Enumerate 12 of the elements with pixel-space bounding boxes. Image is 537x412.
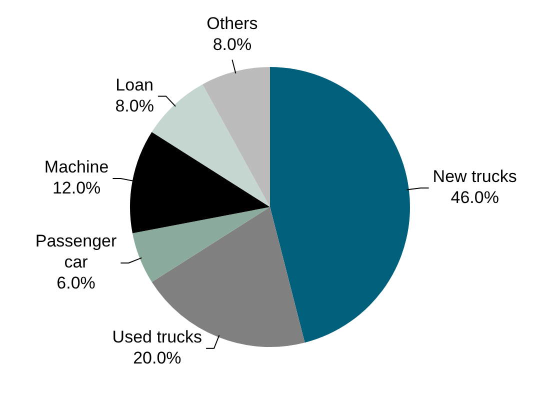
data-label: 6.0% — [56, 274, 96, 293]
slice-label: Machine — [44, 158, 109, 177]
data-label: 20.0% — [133, 348, 182, 368]
data-label: 8.0% — [212, 34, 252, 54]
slice-label: Loan — [116, 75, 154, 94]
data-label: 46.0% — [450, 188, 499, 208]
slice-label: Others — [206, 14, 258, 33]
data-label: 8.0% — [115, 96, 154, 116]
slice-label: Used trucks — [112, 328, 202, 347]
slice-label: New trucks — [432, 167, 517, 186]
slice-label: Passenger car — [35, 232, 118, 272]
data-label: 12.0% — [52, 178, 101, 198]
